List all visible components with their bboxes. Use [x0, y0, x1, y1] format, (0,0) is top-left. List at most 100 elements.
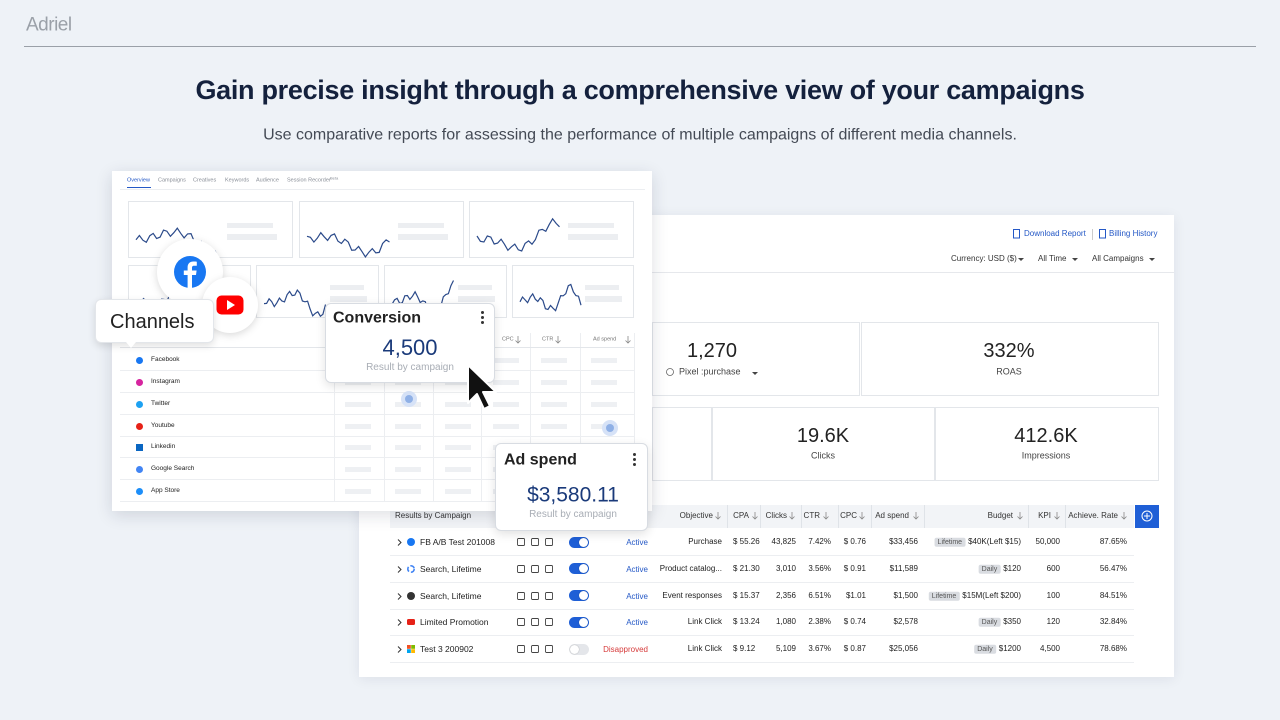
card-value: $3,580.11: [527, 483, 619, 507]
channel-icon: [136, 357, 143, 364]
action-shape: [517, 564, 525, 573]
action-shape: [517, 618, 525, 627]
search-icon: [407, 591, 415, 600]
row-action-icon: [531, 618, 539, 627]
arrow-shape: [515, 336, 521, 344]
budget-value: $350: [1003, 617, 1021, 627]
placeholder-cell: [445, 402, 471, 407]
kpi-box: [652, 322, 860, 396]
column-divider: [871, 505, 872, 528]
expand-chevron: [397, 646, 402, 653]
overview-tab[interactable]: Overview: [127, 177, 150, 184]
mini-chart: [263, 289, 327, 318]
placeholder-cell: [395, 467, 421, 472]
channel-name: Twitter: [151, 400, 171, 408]
menu-dot: [632, 463, 636, 466]
filter-dropdown[interactable]: All Time: [1038, 254, 1067, 264]
placeholder-cell: [493, 402, 519, 407]
sort-arrow: [859, 512, 865, 520]
arrow-shape: [823, 512, 829, 520]
platform-icon: [406, 564, 416, 573]
overview-tab[interactable]: Session Recorder: [287, 177, 331, 184]
placeholder-cell: [395, 424, 421, 429]
clicks-cell: 43,825: [771, 537, 796, 547]
overview-column-header: Ad spend: [593, 336, 617, 343]
placeholder-cell: [493, 380, 519, 385]
campaign-status: Active: [626, 591, 648, 601]
sort-arrow: [515, 336, 521, 344]
action-shape: [531, 538, 539, 546]
campaign-toggle[interactable]: [569, 643, 589, 655]
placeholder-cell: [445, 467, 471, 472]
channel-name: Youtube: [151, 422, 175, 430]
dropdown-caret: [1149, 258, 1155, 261]
fb-f: [183, 261, 197, 288]
budget-value: $1200: [998, 643, 1021, 653]
placeholder-cell: [395, 445, 421, 450]
brand-logo[interactable]: Adriel: [26, 14, 72, 36]
action-shape: [545, 538, 553, 546]
placeholder-cell: [591, 402, 617, 407]
grid-column: [481, 333, 482, 502]
row-action-icon: [545, 591, 553, 600]
placeholder-cell: [541, 358, 567, 363]
kpi-value: 1,270: [686, 340, 738, 362]
chevron: [397, 646, 402, 653]
menu-dot: [480, 311, 484, 314]
overview-tab[interactable]: Keywords: [225, 177, 250, 184]
channel-row-line: [120, 392, 634, 393]
ad-spend-cell: $2,578: [893, 617, 918, 627]
filter-dropdown[interactable]: Currency: USD ($): [951, 254, 1017, 264]
arrow-shape: [789, 512, 795, 520]
sort-arrow: [789, 512, 795, 520]
card-title: Ad spend: [504, 451, 577, 469]
arrow-shape: [913, 512, 919, 520]
column-divider: [1028, 505, 1029, 528]
row-action-icon: [545, 538, 553, 546]
action-shape: [517, 645, 525, 653]
column-header: Results by Campaign: [395, 511, 472, 521]
report-link[interactable]: Download Report: [1024, 229, 1086, 239]
mini-chart-box: [512, 265, 634, 318]
objective-cell: Event responses: [662, 590, 722, 600]
report-link[interactable]: Billing History: [1109, 229, 1158, 239]
channel-name: Facebook: [151, 356, 180, 364]
placeholder-cell: [445, 424, 471, 429]
channel-icon: [136, 466, 143, 473]
ad-spend-card: [495, 443, 648, 531]
placeholder-cell: [395, 489, 421, 494]
column-header: Clicks: [765, 511, 787, 521]
grid-column: [634, 333, 635, 502]
expand-chevron: [397, 565, 402, 573]
filter-dropdown[interactable]: All Campaigns: [1092, 254, 1144, 264]
overview-tab[interactable]: Audience: [256, 177, 279, 184]
arrow-shape: [1054, 512, 1060, 520]
chart-point: [401, 391, 417, 407]
row-action-icon: [531, 538, 539, 546]
action-shape: [545, 618, 553, 627]
overview-tab[interactable]: Campaigns: [158, 177, 186, 184]
budget-type-tag: Lifetime: [934, 537, 966, 547]
kpi-label: Pixel :purchase: [679, 366, 741, 377]
mini-chart: [391, 280, 455, 315]
overview-tab[interactable]: Creatives: [193, 177, 217, 184]
placeholder-cell: [591, 358, 617, 363]
budget-cell: Daily $350: [978, 617, 1021, 628]
menu-dot: [480, 321, 484, 324]
menu-dot: [632, 458, 636, 461]
clicks-cell: 1,080: [775, 617, 796, 627]
channels-card: [95, 299, 214, 343]
expand-chevron: [397, 592, 402, 600]
menu-dot: [632, 453, 636, 456]
facebook-bubble: [157, 239, 223, 305]
overview-column-header: CPC: [502, 336, 514, 343]
objective-cell: Link Click: [687, 644, 722, 654]
youtube-icon: [407, 619, 415, 626]
column-header: KPI: [1038, 511, 1051, 521]
kpi-cell: 50,000: [1035, 537, 1060, 547]
arrow-shape: [1017, 512, 1023, 520]
placeholder-bar: [457, 285, 493, 291]
placeholder-cell: [345, 424, 371, 429]
channel-row-line: [120, 457, 634, 458]
